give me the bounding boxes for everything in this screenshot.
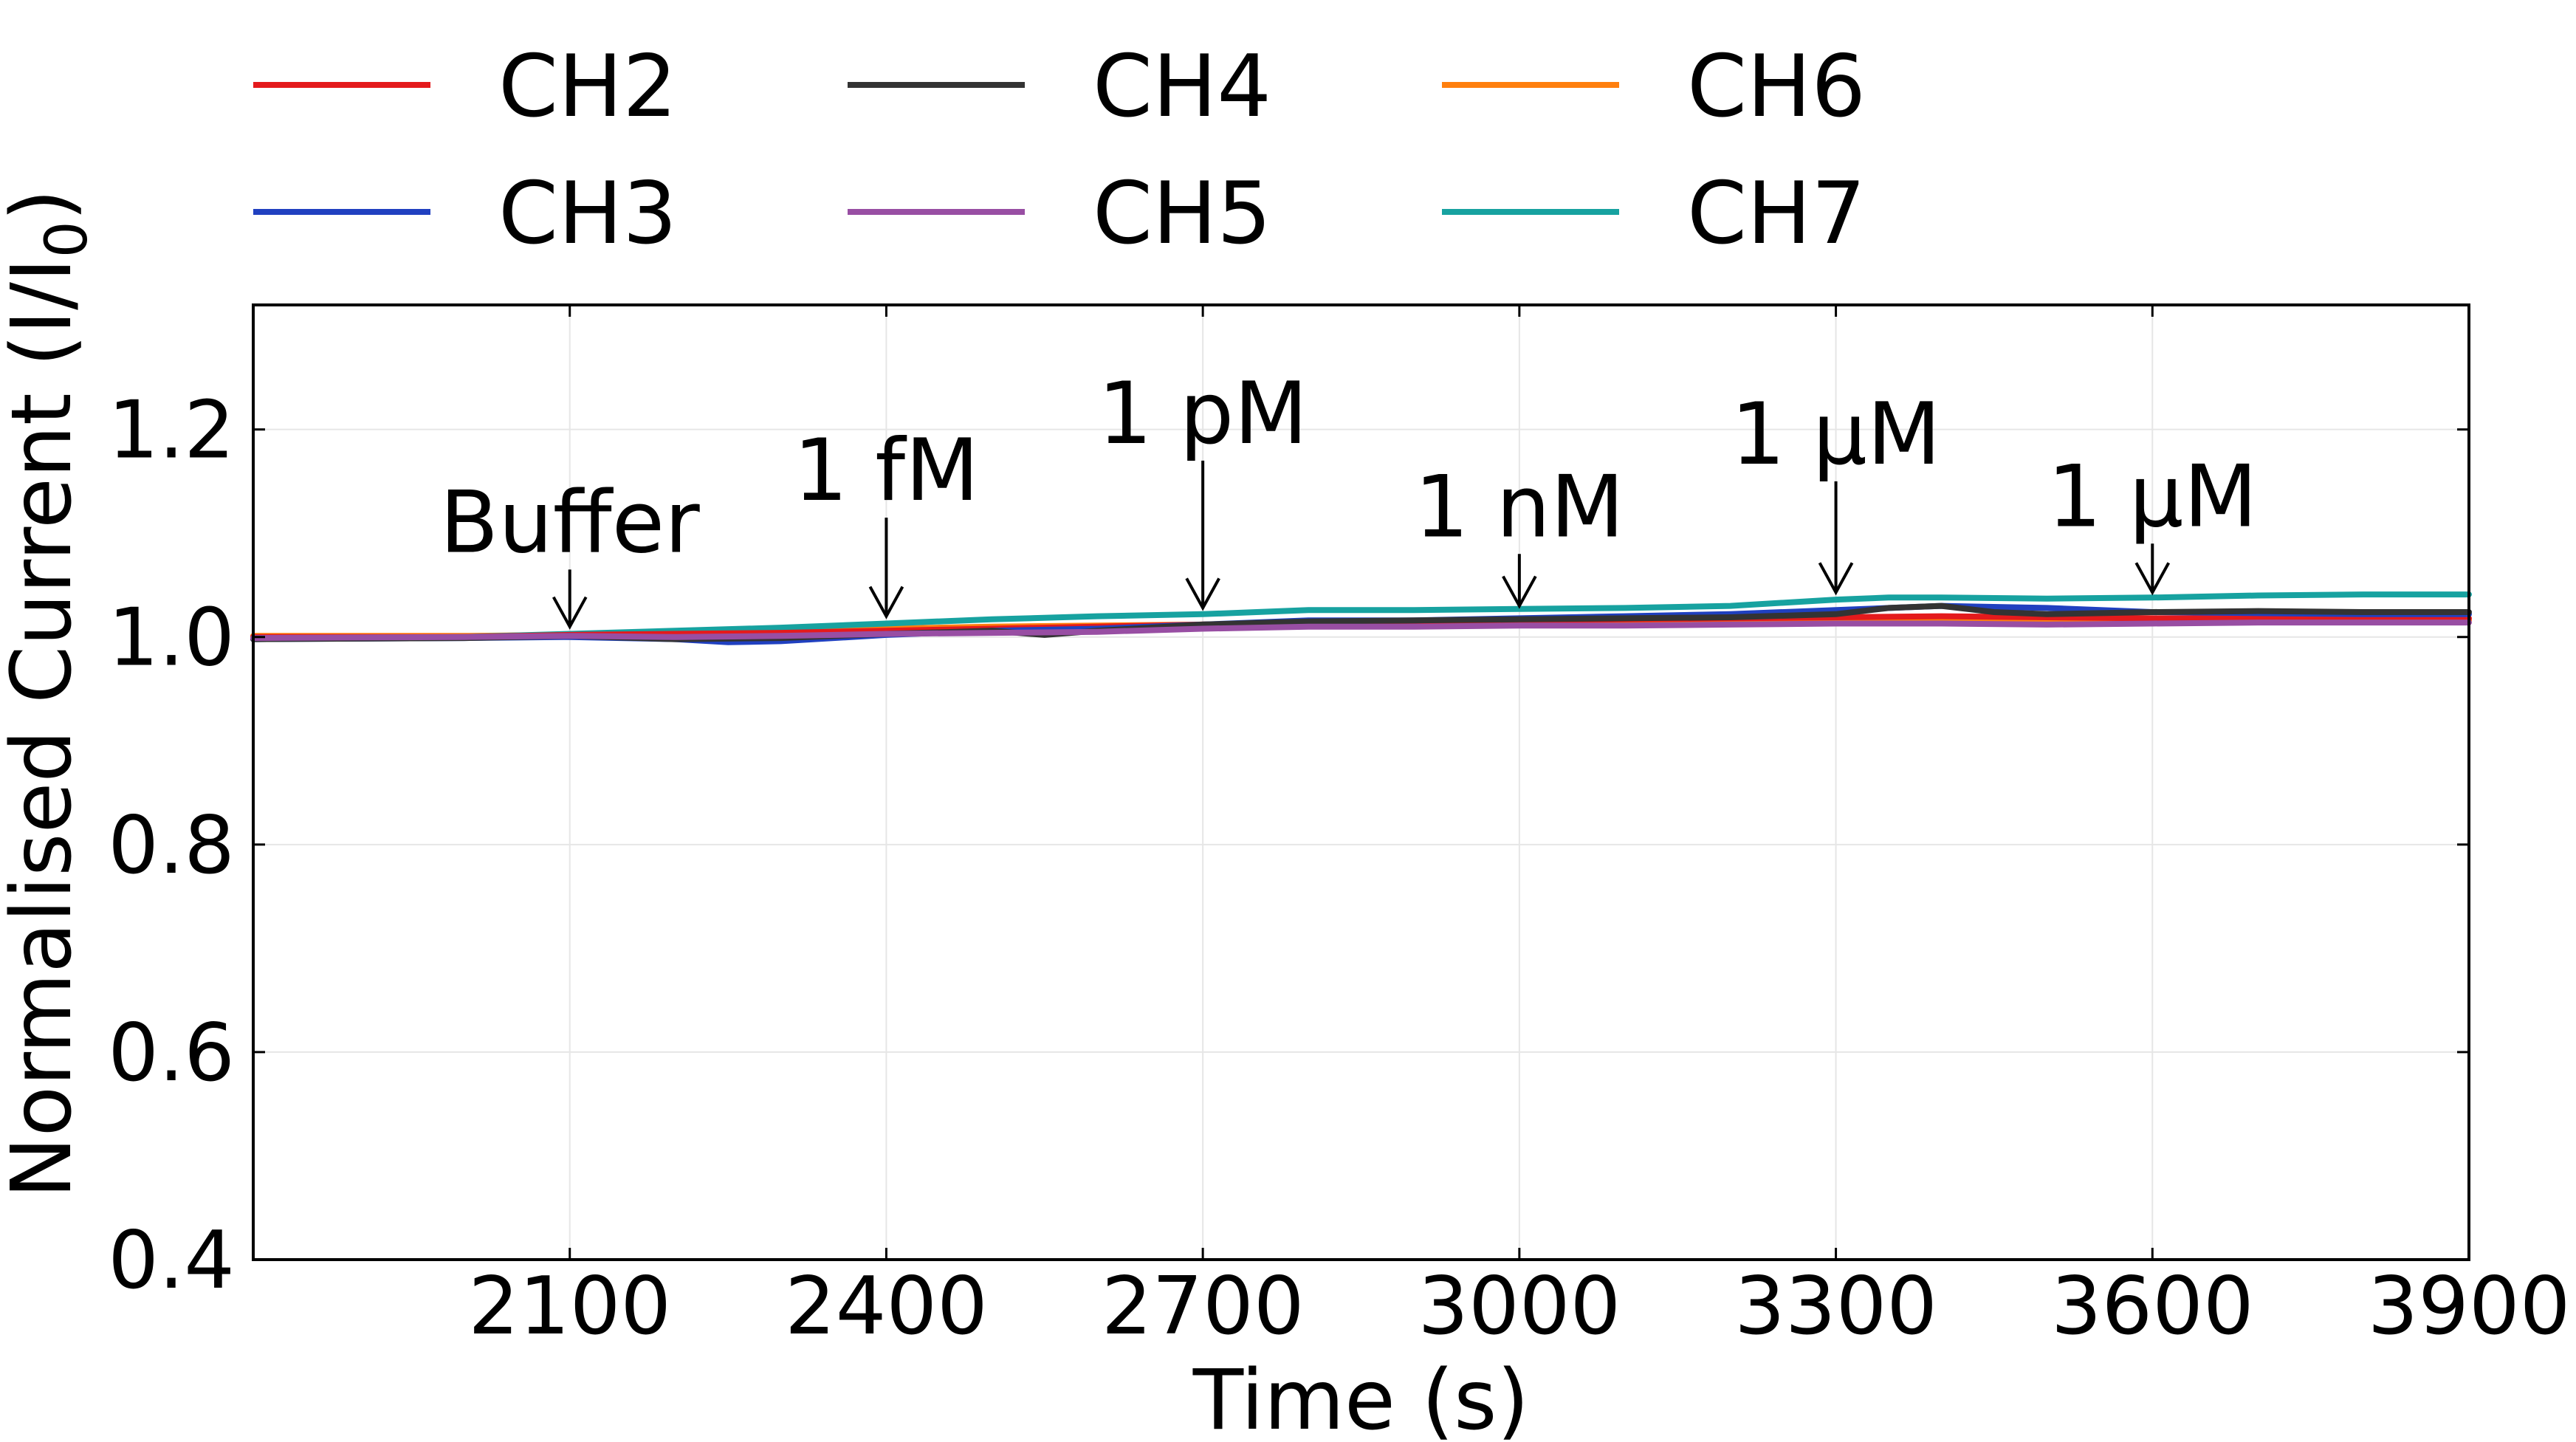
annotations: Buffer 1 fM 1 pM 1 nM 1 µM 1 µM (440, 364, 2258, 630)
x-tick-label: 3900 (2368, 1260, 2571, 1353)
y-tick-label: 1.0 (108, 592, 235, 684)
plot-frame (252, 303, 2470, 1261)
x-axis-title: Time (s) (1192, 1353, 1529, 1442)
series-line-ch7 (250, 591, 2472, 642)
annotation-arrow-head (2134, 562, 2171, 596)
x-tick-label: 3300 (1734, 1260, 1937, 1353)
annotation-label: Buffer (440, 473, 700, 572)
y-axis-title-subscript: 0 (34, 222, 100, 258)
y-tick-label: 1.2 (108, 385, 235, 477)
y-tick-label: 0.8 (108, 800, 235, 892)
x-tick-label: 3000 (1418, 1260, 1621, 1353)
y-axis-title-end: ) (0, 189, 90, 222)
legend-label-ch2: CH2 (498, 37, 677, 137)
annotation-label: 1 µM (2047, 447, 2258, 546)
annotation-arrow-head (1502, 575, 1537, 609)
x-tick-label: 3600 (2051, 1260, 2254, 1353)
annotation-label: 1 pM (1098, 364, 1308, 464)
y-axis-title-main: Normalised Current (I/I (0, 258, 90, 1198)
x-tick-label: 2100 (468, 1260, 671, 1353)
axis-ticks: 2100 2400 2700 3000 3300 3600 3900 0.4 0.6 0.8 1.0… (108, 305, 2570, 1353)
annotation-arrow-head (868, 586, 904, 619)
legend-label-ch6: CH6 (1687, 37, 1866, 137)
legend-label-ch7: CH7 (1687, 164, 1866, 264)
chart-legend: CH2 CH3 CH4 CH5 CH6 CH7 (253, 37, 1866, 264)
annotation-arrow-head (1818, 562, 1854, 596)
y-tick-label: 0.6 (108, 1007, 235, 1099)
annotation-label: 1 µM (1731, 385, 1941, 484)
annotation-label: 1 fM (794, 421, 980, 521)
annotation-arrow-head (1185, 577, 1220, 611)
x-tick-label: 2700 (1102, 1260, 1305, 1353)
legend-label-ch3: CH3 (498, 164, 677, 264)
annotation-arrow-head (552, 596, 588, 630)
series-lines (250, 591, 2472, 645)
x-tick-label: 2400 (785, 1260, 988, 1353)
y-axis-title: Normalised Current (I/I0) (0, 189, 100, 1198)
y-tick-label: 0.4 (108, 1215, 235, 1307)
annotation-label: 1 nM (1415, 457, 1624, 557)
legend-label-ch5: CH5 (1093, 164, 1271, 264)
legend-label-ch4: CH4 (1093, 37, 1271, 137)
series-line-ch5 (250, 619, 2472, 642)
